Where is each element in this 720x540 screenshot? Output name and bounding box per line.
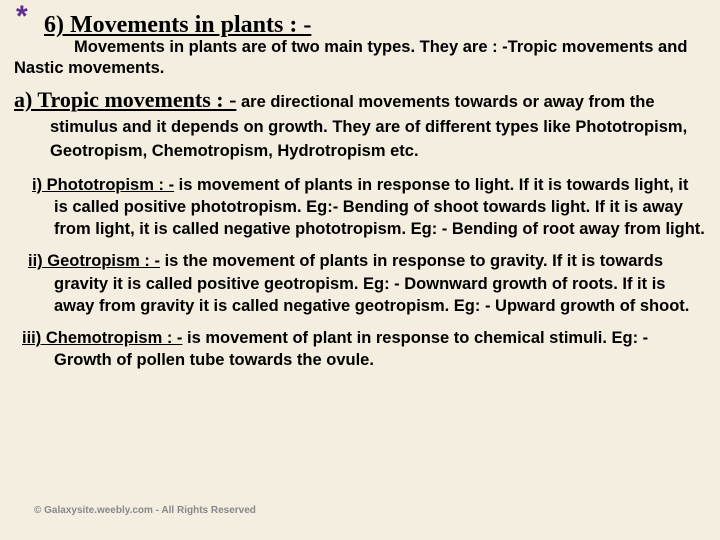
- star-icon: *: [16, 0, 28, 34]
- intro-text: Movements in plants are of two main type…: [14, 38, 687, 77]
- phototropism: i) Phototropism : - is movement of plant…: [14, 174, 706, 241]
- section-a-block: a) Tropic movements : - are directional …: [14, 84, 706, 164]
- chemotropism: iii) Chemotropism : - is movement of pla…: [14, 327, 706, 372]
- heading-block: 6) Movements in plants : -: [14, 6, 706, 39]
- chemotropism-heading: iii) Chemotropism : -: [22, 329, 182, 347]
- phototropism-heading: i) Phototropism : -: [32, 176, 174, 194]
- intro: Movements in plants are of two main type…: [14, 37, 706, 80]
- tropic-heading: a) Tropic movements : -: [14, 87, 236, 112]
- page-title: 6) Movements in plants : -: [44, 12, 311, 38]
- slide: * 6) Movements in plants : - Movements i…: [0, 0, 720, 540]
- geotropism: ii) Geotropism : - is the movement of pl…: [14, 250, 706, 317]
- geotropism-heading: ii) Geotropism : -: [28, 252, 160, 270]
- copyright: © Galaxysite.weebly.com - All Rights Res…: [34, 505, 256, 516]
